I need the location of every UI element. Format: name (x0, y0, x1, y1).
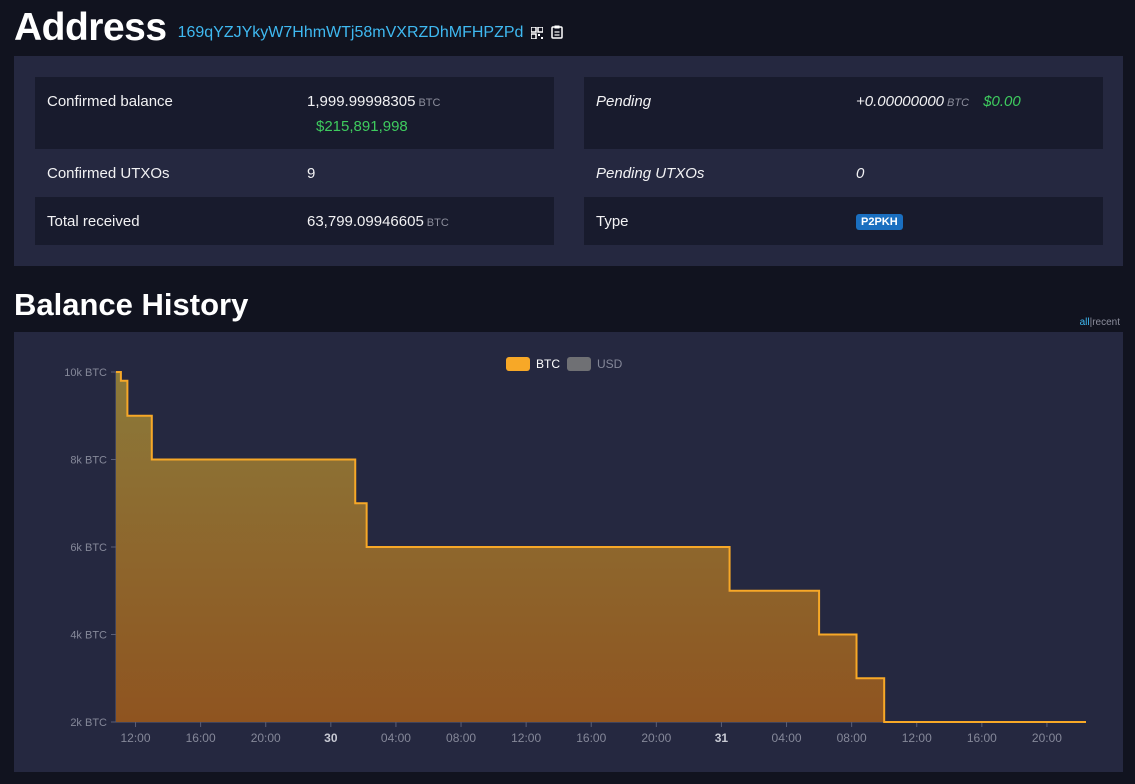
type-row: Type P2PKH (584, 197, 1103, 245)
x-tick-label: 08:00 (837, 731, 867, 745)
total-received-label: Total received (47, 213, 140, 230)
x-tick-label: 04:00 (381, 731, 411, 745)
legend-label: BTC (536, 357, 560, 371)
x-tick-label: 12:00 (511, 731, 541, 745)
type-value: P2PKH (856, 213, 903, 231)
page-header: Address 169qYZJYkyW7HhmWTj58mVXRZDhMFHPZ… (14, 6, 564, 52)
x-tick-label: 16:00 (967, 731, 997, 745)
pending-utxos-label: Pending UTXOs (596, 165, 705, 182)
x-tick-label: 16:00 (186, 731, 216, 745)
legend-label: USD (597, 357, 623, 371)
x-tick-label: 08:00 (446, 731, 476, 745)
balance-history-title: Balance History (14, 287, 249, 322)
type-badge: P2PKH (856, 214, 903, 230)
pending-row: Pending +0.00000000 BTC $0.00 (584, 77, 1103, 149)
y-tick-label: 6k BTC (70, 542, 107, 554)
confirmed-utxos-value: 9 (307, 165, 316, 182)
balance-history-chart[interactable]: 10k BTC 8k BTC 6k BTC 4k BTC 2k BTC 12:00 16:0… (14, 332, 1123, 772)
x-tick-label: 20:00 (1032, 731, 1062, 745)
y-tick-label: 8k BTC (70, 455, 107, 467)
total-received-row: Total received 63,799.09946605 BTC (35, 197, 554, 245)
range-separator: | (1089, 317, 1093, 328)
pending-amount: +0.00000000 (856, 93, 945, 110)
x-tick-label: 12:00 (902, 731, 932, 745)
confirmed-utxos-row: Confirmed UTXOs 9 (35, 149, 554, 197)
legend-swatch (567, 357, 591, 371)
total-received-value: 63,799.09946605 BTC (307, 213, 449, 230)
y-tick-label: 4k BTC (70, 630, 107, 642)
total-received-unit: BTC (426, 217, 449, 229)
series-line-btc (116, 371, 1086, 723)
address-link[interactable]: 169qYZJYkyW7HhmWTj58mVXRZDhMFHPZPd (177, 24, 524, 41)
range-recent-link[interactable]: recent (1092, 317, 1120, 328)
x-tick-label: 20:00 (641, 731, 671, 745)
pending-value: +0.00000000 BTC $0.00 (856, 93, 1021, 110)
range-all-link[interactable]: all (1079, 317, 1090, 328)
x-tick-label: 04:00 (772, 731, 802, 745)
y-tick-label: 2k BTC (70, 717, 107, 729)
x-tick-label: 12:00 (121, 731, 151, 745)
confirmed-balance-row: Confirmed balance 1,999.99998305 BTC $215… (35, 77, 554, 149)
page-title: Address (14, 6, 167, 49)
address-summary-panel: Confirmed balance 1,999.99998305 BTC $215… (14, 56, 1123, 266)
confirmed-balance-usd: $215,891,998 (316, 118, 408, 135)
legend-swatch (506, 357, 530, 371)
pending-utxos-row: Pending UTXOs 0 (584, 149, 1103, 197)
confirmed-utxos-label: Confirmed UTXOs (47, 165, 170, 182)
x-tick-label: 20:00 (251, 731, 281, 745)
y-tick-label: 10k BTC (64, 367, 107, 379)
x-tick-label: 31 (715, 731, 729, 745)
legend-item-btc[interactable]: BTC (506, 357, 560, 371)
history-range-toggle: all|recent (1080, 317, 1120, 328)
confirmed-balance-value: 1,999.99998305 BTC (307, 93, 440, 110)
clipboard-copy-icon[interactable] (551, 25, 564, 44)
total-received-amount: 63,799.09946605 (307, 213, 424, 230)
confirmed-balance-label: Confirmed balance (47, 93, 173, 110)
pending-unit: BTC (947, 97, 970, 109)
legend-item-usd[interactable]: USD (567, 357, 623, 371)
confirmed-balance-unit: BTC (418, 97, 441, 109)
pending-label: Pending (596, 93, 652, 110)
type-label: Type (596, 213, 629, 230)
balance-history-chart-panel: 10k BTC 8k BTC 6k BTC 4k BTC 2k BTC 12:00 16:0… (14, 332, 1123, 772)
qr-code-icon[interactable] (530, 26, 545, 44)
pending-utxos-value: 0 (856, 165, 865, 182)
x-tick-label: 16:00 (576, 731, 606, 745)
x-tick-label: 30 (324, 731, 338, 745)
confirmed-balance-amount: 1,999.99998305 (307, 93, 416, 110)
pending-usd: $0.00 (983, 93, 1021, 110)
